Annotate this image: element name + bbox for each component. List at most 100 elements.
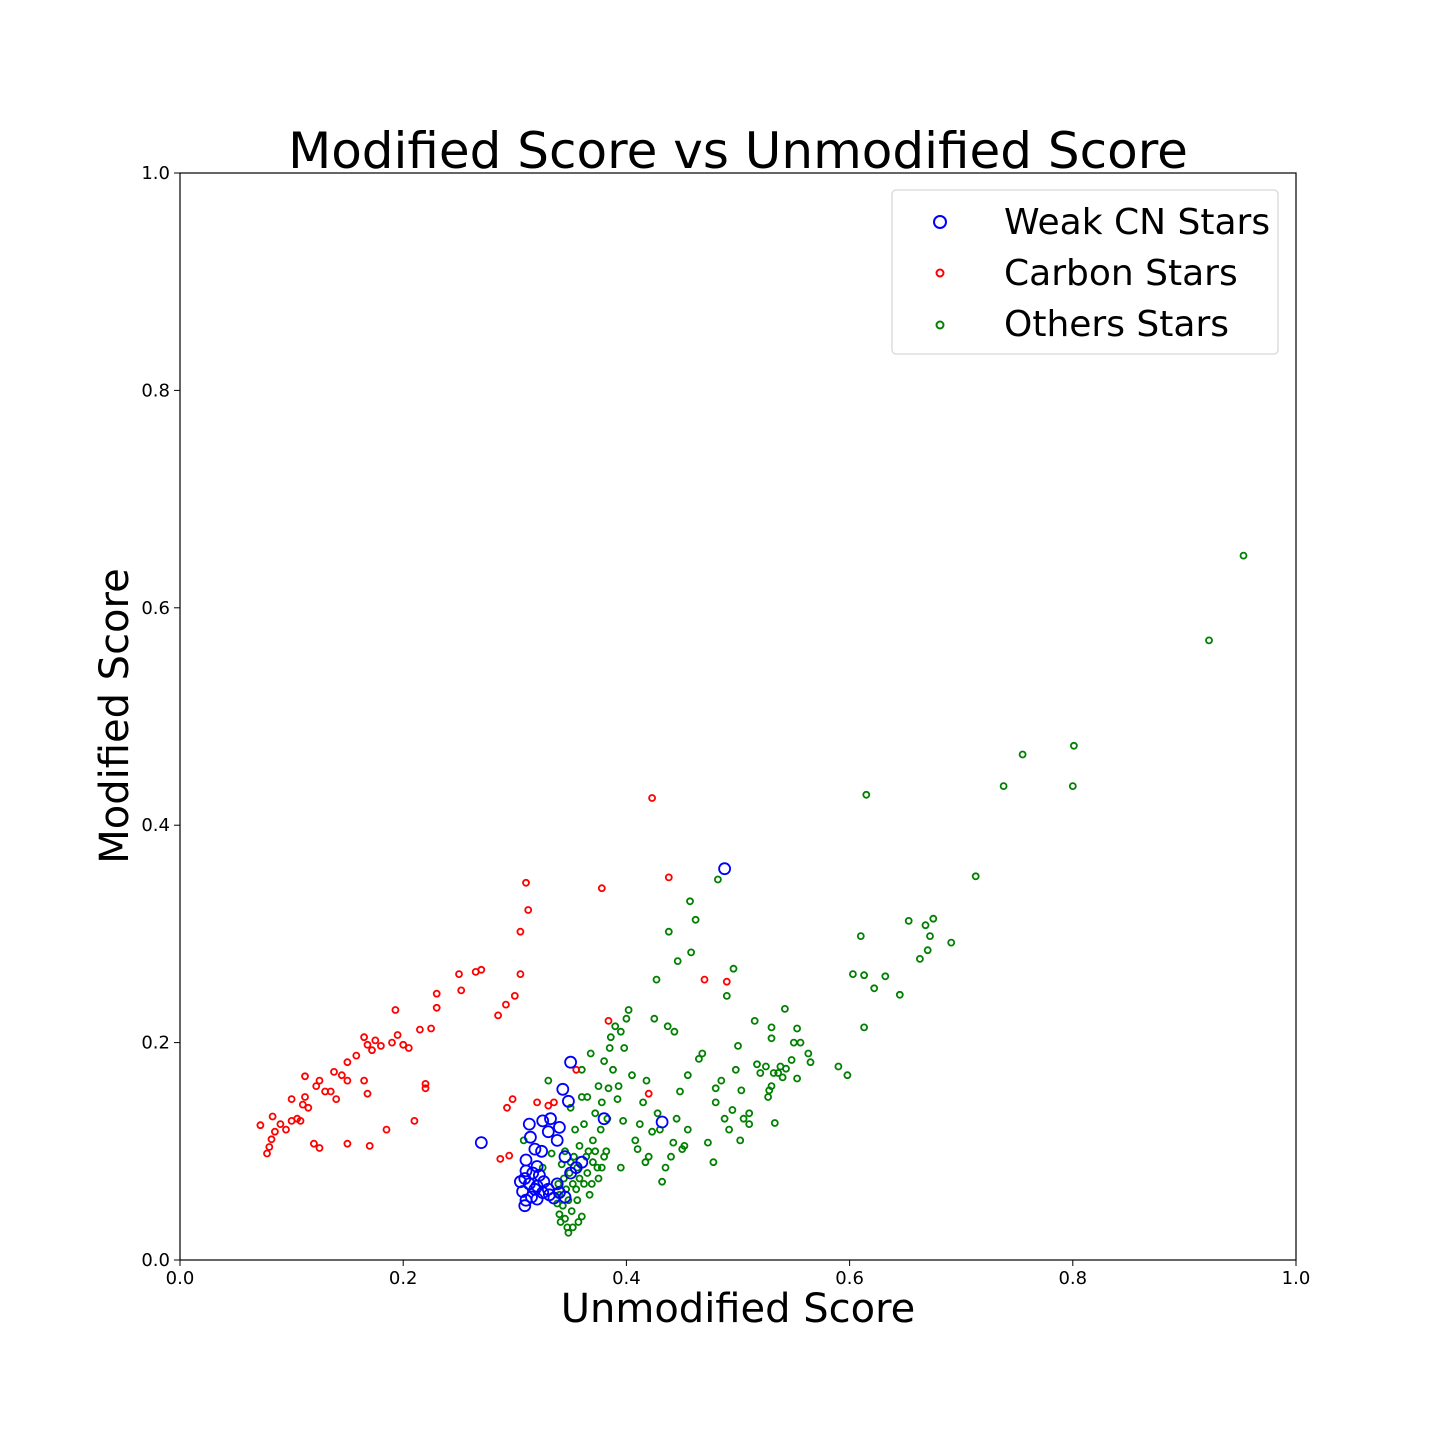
others-star-point <box>658 1177 666 1186</box>
others-star-point <box>704 1138 712 1147</box>
others-star-point <box>1018 750 1027 759</box>
carbon-star-point <box>432 989 441 998</box>
carbon-star-point <box>363 1040 372 1049</box>
others-star-point <box>881 972 890 981</box>
weak-cn-star-point <box>550 1177 564 1191</box>
others-star-point <box>567 1207 576 1215</box>
carbon-star-point <box>550 1098 558 1107</box>
others-star-point <box>720 1114 729 1123</box>
others-star-point <box>728 1106 737 1114</box>
others-star-point <box>862 790 871 799</box>
others-star-point <box>611 1022 620 1031</box>
others-star-point <box>750 1017 759 1025</box>
weak-cn-star-point <box>575 1155 589 1169</box>
others-star-point <box>583 1169 592 1177</box>
others-star-point <box>672 1114 681 1123</box>
carbon-star-point <box>648 794 656 802</box>
carbon-star-point <box>644 1089 653 1098</box>
carbon-star-point <box>360 1076 369 1085</box>
y-axis-ticks: 0.0 0.2 0.4 0.6 0.8 1.0 <box>141 163 180 1271</box>
others-star-point <box>594 1082 603 1090</box>
others-star-point <box>591 1109 600 1118</box>
others-star-point <box>725 1125 733 1134</box>
carbon-star-point <box>265 1143 274 1151</box>
others-star-point <box>676 1087 684 1096</box>
others-star-point <box>594 1174 603 1183</box>
carbon-star-point <box>267 1135 276 1144</box>
carbon-star-point <box>315 1076 324 1085</box>
others-star-point <box>571 1125 579 1134</box>
carbon-star-point <box>296 1117 305 1125</box>
legend-label-carbon: Carbon Stars <box>1004 253 1238 294</box>
weak-cn-star-point <box>564 1055 577 1069</box>
others-star-point <box>648 1127 656 1136</box>
weak-cn-star-point <box>655 1115 669 1129</box>
others-star-point <box>691 915 700 924</box>
carbon-star-point <box>312 1082 321 1090</box>
plot-points <box>256 551 1248 1237</box>
others-star-point <box>698 1049 707 1058</box>
others-star-point <box>904 917 913 925</box>
carbon-star-point <box>388 1038 396 1047</box>
others-star-point <box>568 1223 577 1232</box>
carbon-star-point <box>309 1139 318 1148</box>
legend-box <box>891 189 1279 355</box>
x-tick-label: 0.0 <box>166 1268 195 1289</box>
carbon-star-point <box>510 992 519 1000</box>
carbon-star-point <box>494 1011 503 1020</box>
y-tick-label: 0.6 <box>141 598 170 619</box>
others-star-point <box>737 1086 746 1095</box>
others-star-point <box>589 1136 597 1145</box>
others-star-point <box>616 1027 625 1036</box>
others-star-point <box>609 1065 617 1074</box>
carbon-star-point <box>421 1080 430 1088</box>
others-star-point <box>565 1169 574 1177</box>
others-star-point <box>999 782 1008 790</box>
weak-cn-star-point <box>541 1125 555 1139</box>
others-star-point <box>787 1056 796 1064</box>
others-star-point <box>605 1044 614 1052</box>
others-star-point <box>633 1145 642 1153</box>
x-tick-label: 0.2 <box>389 1268 418 1289</box>
carbon-star-point <box>393 1031 402 1039</box>
carbon-star-point <box>544 1101 553 1110</box>
others-star-point <box>600 1057 608 1065</box>
others-star-point <box>774 1069 783 1077</box>
others-star-point <box>860 1023 868 1032</box>
others-star-point <box>586 1049 595 1058</box>
others-star-point <box>673 957 682 965</box>
carbon-star-point <box>315 1144 324 1152</box>
carbon-star-point <box>722 977 731 986</box>
others-star-point <box>619 1117 627 1125</box>
carbon-star-point <box>455 970 463 978</box>
others-star-point <box>593 1163 602 1172</box>
others-star-point <box>923 946 932 955</box>
carbon-star-point <box>516 927 525 936</box>
weak-cn-star-point <box>597 1112 611 1126</box>
others-star-point <box>764 1093 772 1101</box>
others-star-point <box>1068 782 1077 790</box>
others-star-point <box>929 914 938 923</box>
others-star-point <box>547 1149 556 1158</box>
carbon-star-point <box>501 1000 510 1009</box>
others-star-point <box>756 1069 765 1077</box>
others-star-point <box>560 1174 568 1183</box>
others-star-point <box>770 1119 779 1127</box>
weak-cn-star-point <box>718 862 731 876</box>
others-star-point <box>663 1022 672 1031</box>
y-tick-label: 0.2 <box>141 1033 170 1054</box>
carbon-star-point <box>572 1065 581 1074</box>
carbon-star-point <box>301 1093 309 1101</box>
others-star-point <box>767 1034 776 1043</box>
weak-cn-star-point <box>519 1164 533 1178</box>
others-star-point <box>591 1147 600 1156</box>
carbon-star-point <box>382 1125 391 1134</box>
x-axis-ticks: 0.0 0.2 0.4 0.6 0.8 1.0 <box>166 1260 1310 1289</box>
carbon-star-point <box>298 1100 307 1109</box>
carbon-star-point <box>276 1120 285 1128</box>
others-star-point <box>1239 551 1248 560</box>
others-star-point <box>564 1228 573 1237</box>
others-star-point <box>642 1076 651 1085</box>
others-star-point <box>577 1212 586 1221</box>
others-star-point <box>622 1014 631 1023</box>
